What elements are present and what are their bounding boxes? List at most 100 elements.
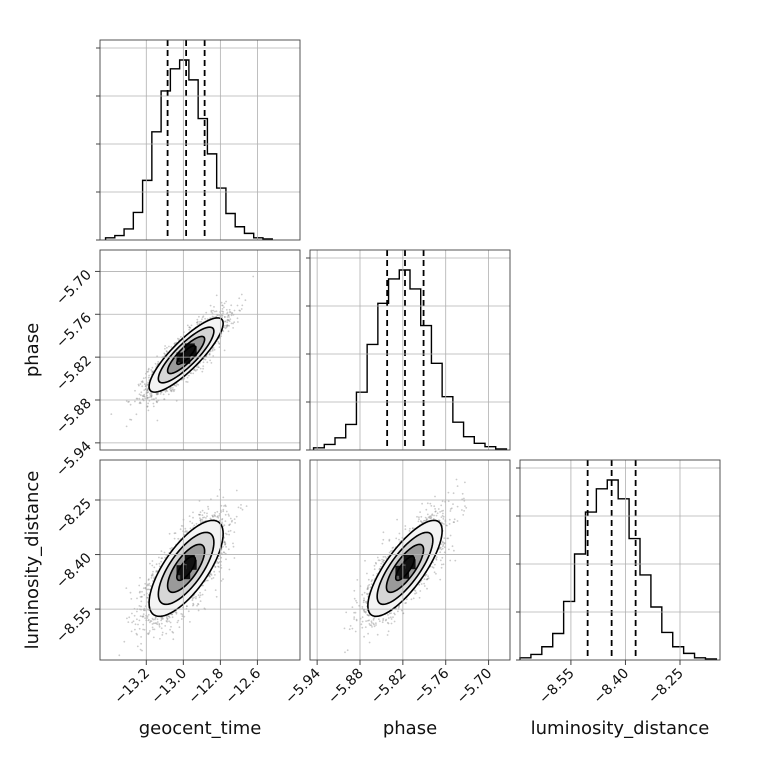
- scatter-point: [178, 626, 181, 629]
- scatter-point: [397, 610, 399, 613]
- scatter-point: [441, 556, 444, 559]
- scatter-point: [209, 304, 212, 307]
- scatter-point: [435, 556, 438, 558]
- scatter-point: [361, 606, 364, 608]
- scatter-point: [156, 623, 159, 626]
- scatter-point: [453, 518, 456, 521]
- scatter-point: [221, 310, 223, 313]
- scatter-point: [127, 401, 130, 403]
- scatter-point: [440, 563, 443, 566]
- scatter-point: [161, 631, 164, 634]
- scatter-point: [202, 584, 204, 587]
- scatter-point: [238, 309, 241, 312]
- scatter-point: [193, 369, 196, 372]
- scatter-point: [211, 315, 214, 318]
- scatter-point: [174, 342, 177, 344]
- scatter-point: [449, 534, 452, 537]
- scatter-point: [201, 514, 204, 517]
- scatter-point: [142, 613, 145, 615]
- scatter-point: [138, 393, 141, 396]
- scatter-point: [129, 403, 132, 406]
- scatter-point: [138, 397, 141, 400]
- scatter-point: [389, 616, 392, 619]
- scatter-point: [207, 579, 209, 582]
- scatter-point: [366, 586, 369, 589]
- scatter-point: [384, 619, 387, 622]
- scatter-point: [394, 613, 396, 616]
- scatter-point: [147, 381, 150, 384]
- scatter-point: [198, 366, 200, 369]
- scatter-point: [185, 380, 188, 383]
- scatter-point: [213, 306, 215, 308]
- scatter-point: [207, 505, 209, 508]
- scatter-point: [151, 366, 154, 369]
- scatter-point: [430, 517, 432, 520]
- scatter-point: [152, 618, 155, 621]
- scatter-point: [228, 524, 231, 526]
- scatter-point: [364, 626, 367, 628]
- scatter-point: [171, 613, 173, 616]
- scatter-point: [386, 634, 389, 636]
- scatter-point: [149, 562, 151, 565]
- scatter-point: [167, 393, 170, 396]
- scatter-point: [236, 317, 239, 320]
- scatter-point: [423, 585, 426, 587]
- scatter-point: [230, 304, 233, 307]
- scatter-point: [189, 520, 192, 523]
- scatter-point: [390, 622, 393, 625]
- scatter-point: [420, 520, 423, 523]
- scatter-point: [429, 517, 431, 519]
- scatter-point: [170, 390, 173, 393]
- scatter-point: [179, 528, 182, 531]
- scatter-point: [376, 633, 379, 636]
- scatter-point: [128, 400, 130, 403]
- scatter-point: [214, 514, 216, 517]
- scatter-point: [366, 592, 368, 595]
- scatter-point: [353, 589, 356, 592]
- scatter-point: [226, 316, 229, 318]
- scatter-point: [205, 311, 208, 314]
- scatter-point: [192, 603, 195, 606]
- scatter-point: [426, 577, 429, 580]
- scatter-point: [209, 359, 212, 362]
- scatter-point: [381, 621, 384, 624]
- scatter-point: [208, 575, 211, 578]
- scatter-point: [146, 371, 149, 373]
- scatter-point: [168, 615, 170, 618]
- scatter-point: [144, 397, 147, 400]
- scatter-point: [382, 559, 385, 562]
- scatter-point: [392, 546, 395, 549]
- scatter-point: [189, 327, 192, 329]
- scatter-point: [140, 380, 143, 383]
- scatter-point: [434, 495, 436, 498]
- scatter-point: [151, 626, 154, 629]
- scatter-point: [211, 312, 214, 314]
- scatter-point: [147, 619, 150, 622]
- scatter-point: [435, 558, 438, 561]
- scatter-point: [222, 330, 225, 333]
- scatter-point: [353, 611, 355, 614]
- x-tick-label: −12.8: [186, 666, 228, 708]
- scatter-point: [221, 518, 223, 521]
- density-cell: [180, 353, 191, 364]
- scatter-point: [367, 585, 369, 587]
- scatter-point: [146, 583, 149, 586]
- scatter-point: [199, 519, 202, 522]
- scatter-point: [186, 530, 188, 533]
- scatter-point: [146, 391, 149, 393]
- scatter-point: [227, 314, 230, 317]
- scatter-point: [224, 327, 227, 330]
- scatter-point: [372, 619, 375, 621]
- scatter-point: [165, 616, 168, 618]
- scatter-point: [139, 590, 141, 593]
- scatter-point: [426, 587, 428, 590]
- scatter-point: [228, 524, 231, 526]
- scatter-point: [146, 584, 149, 587]
- scatter-point: [143, 628, 146, 631]
- scatter-point: [239, 309, 242, 312]
- scatter-point: [143, 395, 146, 398]
- panel-frame: [309, 249, 511, 451]
- scatter-point: [416, 515, 418, 518]
- scatter-point: [237, 321, 239, 323]
- scatter-point: [166, 620, 169, 623]
